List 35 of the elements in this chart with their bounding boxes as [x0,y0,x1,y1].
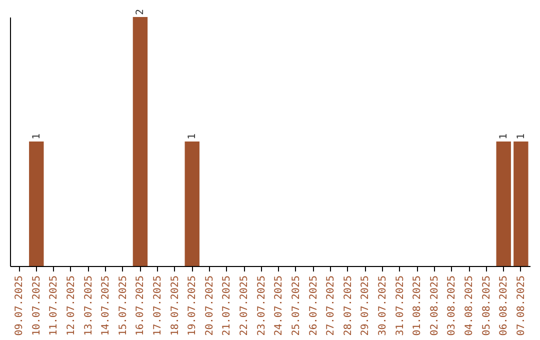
x-tick-label: 01.08.2025 [412,276,424,336]
x-tick-label: 22.07.2025 [239,276,250,336]
x-tick-label: 20.07.2025 [204,276,216,336]
x-tick-label: 24.07.2025 [274,276,285,336]
data-label: 1 [187,133,198,140]
x-tick-label: 21.07.2025 [222,276,233,336]
x-tick-label: 29.07.2025 [360,276,372,336]
x-tick-label: 23.07.2025 [256,276,268,336]
x-tick-label: 16.07.2025 [135,276,146,336]
x-tick-label: 12.07.2025 [66,276,77,336]
x-tick-label: 03.08.2025 [446,276,458,336]
x-tick-label: 07.08.2025 [516,276,527,336]
x-tick-label: 15.07.2025 [118,276,129,336]
x-tick-label: 14.07.2025 [100,276,112,336]
x-tick-label: 04.08.2025 [464,276,475,336]
x-tick-label: 06.08.2025 [498,276,510,336]
x-tick-label: 30.07.2025 [377,276,388,336]
x-tick-label: 26.07.2025 [308,276,320,336]
x-tick-label: 18.07.2025 [170,276,181,336]
x-tick-label: 31.07.2025 [394,276,406,336]
data-label: 1 [31,133,42,140]
x-tick-label: 10.07.2025 [31,276,42,336]
x-tick-label: 13.07.2025 [83,276,94,336]
x-tick-label: 19.07.2025 [187,276,198,336]
data-label: 1 [498,133,510,140]
x-tick-label: 17.07.2025 [152,276,164,336]
x-tick-label: 27.07.2025 [326,276,337,336]
x-tick-label: 25.07.2025 [290,276,302,336]
x-tick-label: 09.07.2025 [14,276,26,336]
data-label: 1 [516,133,527,140]
x-tick-label: 28.07.2025 [342,276,354,336]
data-label: 2 [135,8,146,15]
x-tick-label: 11.07.2025 [48,276,60,336]
x-tick-label: 05.08.2025 [481,276,492,336]
x-tick-label: 02.08.2025 [429,276,440,336]
